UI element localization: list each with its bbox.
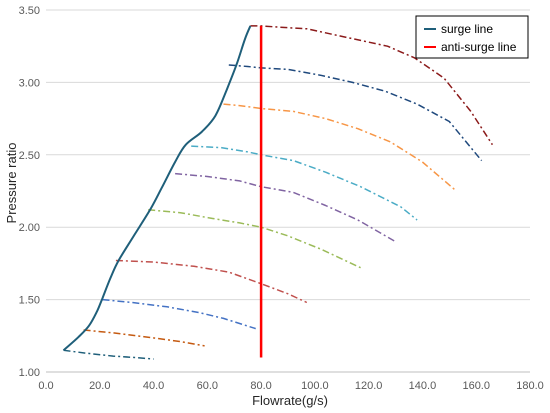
gridlines — [46, 9, 530, 301]
y-tick-label: 3.00 — [19, 77, 40, 89]
speed-line — [102, 298, 256, 330]
legend: surge line anti-surge line — [415, 15, 529, 59]
x-axis-title: Flowrate(g/s) — [252, 393, 328, 408]
speed-line — [250, 25, 494, 146]
x-tick-label: 0.0 — [38, 380, 53, 392]
x-tick-label: 40.0 — [143, 380, 164, 392]
surge-line — [62, 25, 252, 352]
legend-box — [415, 15, 529, 59]
speed-line — [223, 103, 456, 191]
x-tick-label: 80.0 — [250, 380, 271, 392]
x-tick-label: 100.0 — [301, 380, 329, 392]
x-tick-label: 120.0 — [355, 380, 383, 392]
y-tick-label: 1.00 — [19, 367, 40, 379]
tick-labels: 1.00 1.50 2.00 2.50 3.00 3.50 0.0 20.0 40.0 60.0 8… — [19, 5, 544, 392]
y-tick-label: 1.50 — [19, 295, 40, 307]
y-axis-title: Pressure ratio — [4, 143, 19, 224]
x-tick-label: 140.0 — [409, 380, 437, 392]
series — [62, 25, 494, 360]
x-tick-label: 160.0 — [462, 380, 490, 392]
speed-line — [191, 145, 418, 221]
y-tick-label: 2.00 — [19, 222, 40, 234]
y-tick-label: 2.50 — [19, 150, 40, 162]
speed-line — [228, 64, 483, 162]
legend-label-surge-line: surge line — [441, 22, 493, 36]
speed-line — [115, 259, 308, 304]
speed-line — [83, 329, 205, 347]
legend-label-anti-surge-line: anti-surge line — [441, 40, 517, 54]
speed-line — [63, 349, 154, 360]
x-tick-label: 60.0 — [197, 380, 218, 392]
speed-line — [148, 209, 361, 269]
x-tick-label: 180.0 — [516, 380, 544, 392]
speed-line — [175, 172, 396, 243]
x-tick-label: 20.0 — [89, 380, 110, 392]
y-tick-label: 3.50 — [19, 5, 40, 17]
